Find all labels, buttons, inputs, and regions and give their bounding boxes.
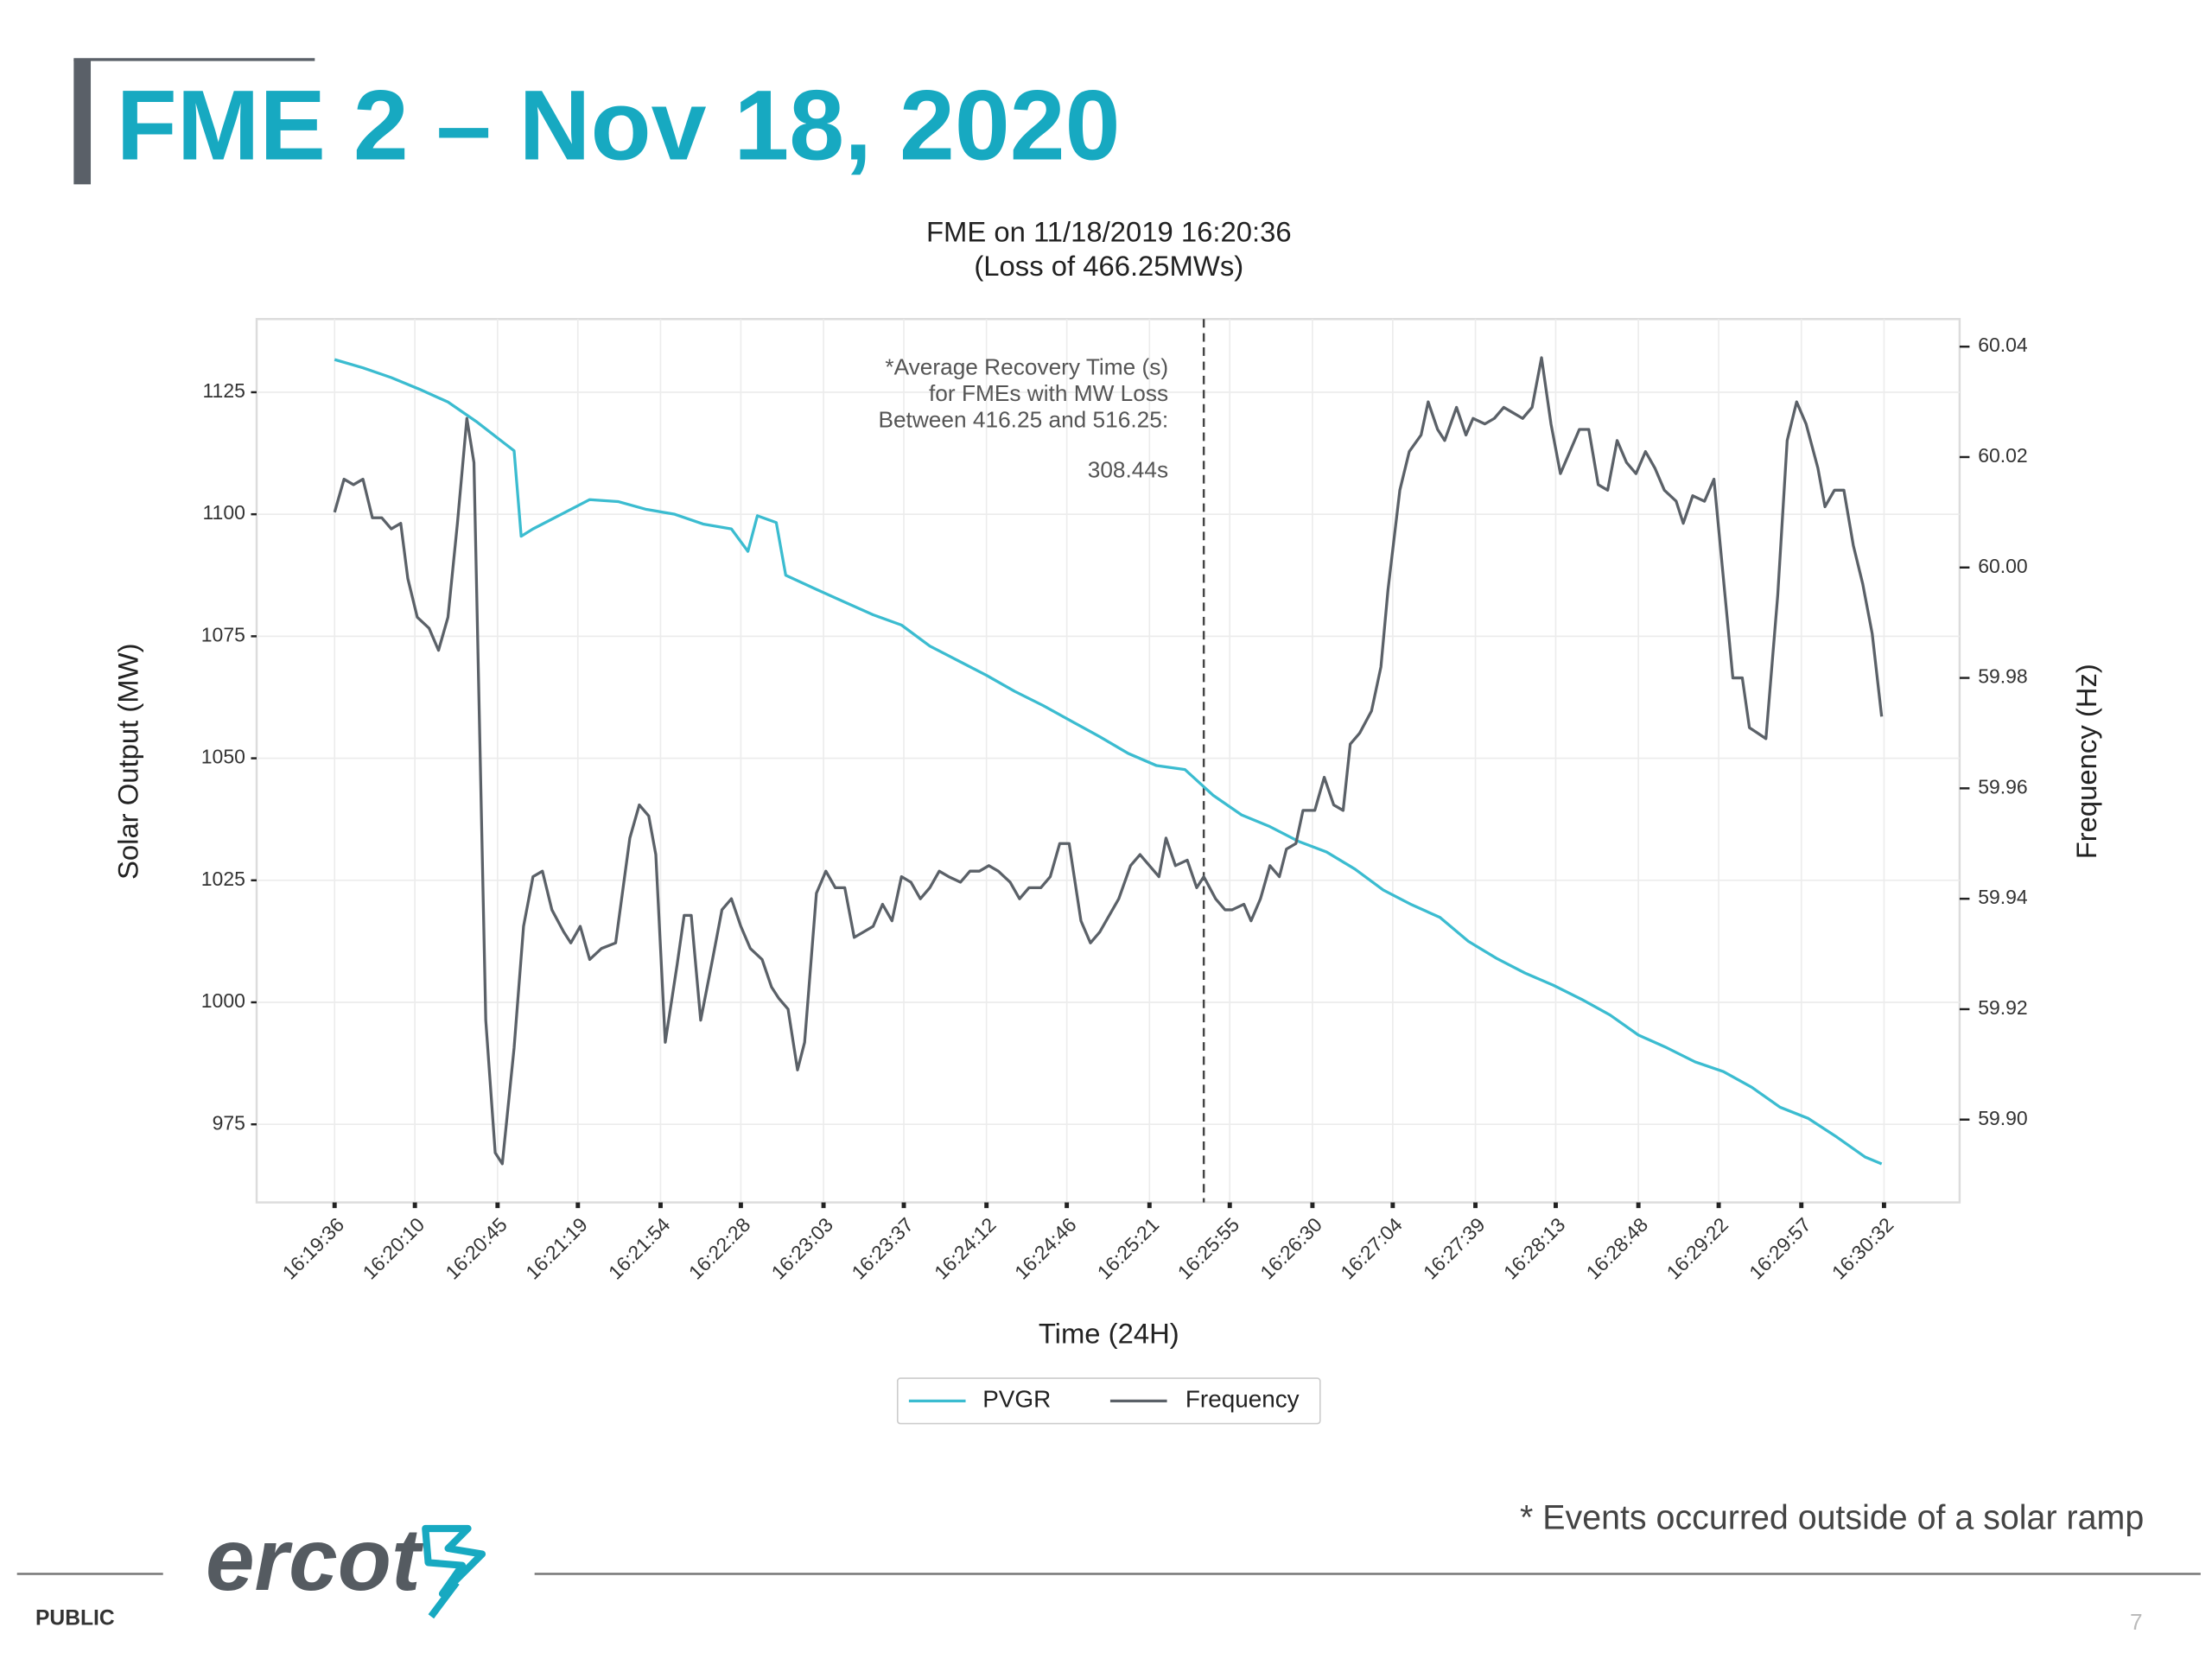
y-tick-label: 1050 <box>201 746 245 768</box>
legend-label: Frequency <box>1185 1386 1300 1413</box>
y2-tick-label: 59.90 <box>1978 1107 2027 1129</box>
y-tick-label: 1000 <box>201 989 245 1012</box>
x-axis-label: Time (24H) <box>1039 1318 1179 1350</box>
series-line <box>333 356 1884 1166</box>
annotation: 308.44s <box>1088 457 1168 483</box>
page-number: 7 <box>2130 1609 2143 1635</box>
y2-tick-label: 59.94 <box>1978 886 2028 908</box>
y2-tick-label: 59.96 <box>1978 775 2027 798</box>
y2-tick-label: 60.02 <box>1978 444 2027 467</box>
y2-tick-label: 59.98 <box>1978 665 2027 688</box>
annotation: for FMEs with MW Loss <box>929 380 1168 406</box>
y2-tick-label: 59.92 <box>1978 996 2027 1019</box>
series-line <box>334 358 1883 1166</box>
y-axis-label: Solar Output (MW) <box>112 643 144 880</box>
logo: ercot <box>206 1510 424 1609</box>
y2-tick-label: 60.00 <box>1978 555 2027 577</box>
y-tick-label: 1025 <box>201 868 245 890</box>
y-tick-label: 1125 <box>202 379 245 402</box>
y-tick-label: 1075 <box>201 623 245 645</box>
y-tick-label: 1100 <box>202 501 245 524</box>
classification: PUBLIC <box>35 1607 115 1630</box>
plot-area <box>255 317 1961 1204</box>
chart-title: (Loss of 466.25MWs) <box>974 250 1243 282</box>
chart-title: FME on 11/18/2019 16:20:36 <box>926 215 1292 247</box>
y2-tick-label: 60.04 <box>1978 334 2028 356</box>
y-tick-label: 975 <box>213 1111 245 1134</box>
logo-mark <box>422 1524 486 1619</box>
legend-label: PVGR <box>982 1386 1051 1413</box>
title-bar <box>73 59 92 185</box>
slide-title: FME 2 – Nov 18, 2020 <box>117 71 1121 181</box>
y2-axis-label: Frequency (Hz) <box>2070 664 2102 859</box>
footnote: * Events occurred outside of a solar ram… <box>1520 1499 2144 1537</box>
legend-box <box>896 1377 1321 1425</box>
annotation: Between 416.25 and 516.25: <box>878 406 1168 432</box>
annotation: *Average Recovery Time (s) <box>885 354 1168 380</box>
